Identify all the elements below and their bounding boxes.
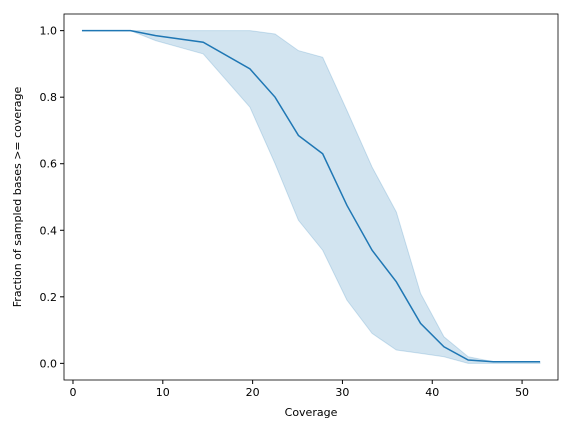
- y-tick-label: 0.2: [40, 291, 58, 304]
- x-tick-label: 40: [425, 386, 439, 399]
- x-tick-label: 10: [156, 386, 170, 399]
- plot-frame: [63, 13, 559, 381]
- y-tick-label: 0.6: [40, 158, 58, 171]
- line: [81, 29, 541, 363]
- confidence-band: [81, 30, 541, 364]
- y-tick-label: 0.0: [40, 357, 58, 370]
- x-tick-label: 0: [69, 386, 76, 399]
- x-axis-label: Coverage: [285, 406, 338, 419]
- y-axis-label: Fraction of sampled bases >= coverage: [11, 87, 24, 308]
- x-tick-label: 30: [335, 386, 349, 399]
- y-tick-label: 0.8: [40, 91, 58, 104]
- x-tick-label: 50: [515, 386, 529, 399]
- x-tick-label: 20: [246, 386, 260, 399]
- y-tick-label: 0.4: [40, 224, 58, 237]
- y-tick-label: 1.0: [40, 25, 58, 38]
